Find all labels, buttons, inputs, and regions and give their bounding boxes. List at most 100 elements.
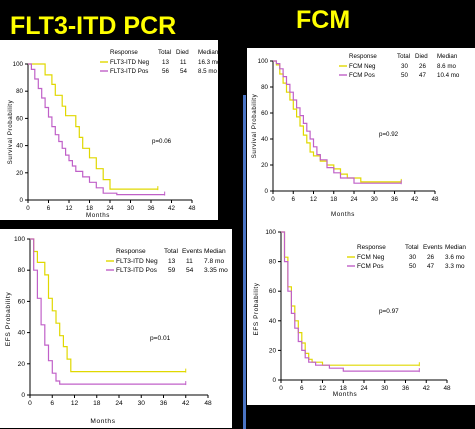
legend-header: Response (357, 244, 386, 251)
p-value-label: p=0.01 (150, 335, 171, 342)
legend-total: 30 (409, 254, 417, 261)
x-axis-label: Months (331, 211, 355, 218)
legend-events: 47 (427, 263, 435, 270)
y-tick-label: 60 (16, 115, 23, 122)
chart-panel-flt3-survival: 0 20 40 60 80 100 0 6 12 18 24 30 36 42 48 Survival Pro… (0, 40, 218, 220)
x-tick-label: 36 (148, 205, 155, 212)
x-tick-label: 42 (168, 205, 175, 212)
x-tick-label: 30 (371, 196, 378, 203)
y-tick-label: 40 (261, 136, 268, 143)
legend-header: Response (116, 248, 146, 255)
legend-series-name: FCM Neg (349, 63, 376, 70)
legend-events: 26 (427, 254, 435, 261)
chart-svg-flt3-efs: 0 20 40 60 80 100 0 6 12 18 24 30 36 42 48 EFS Probabil… (5, 236, 228, 425)
x-tick-label: 18 (86, 205, 93, 212)
series-line-neg (30, 238, 186, 373)
legend-header: Median (198, 49, 218, 56)
chart-panel-fcm-survival: 0 20 40 60 80 100 0 6 12 18 24 30 36 42 48 Survival Pro… (247, 48, 475, 223)
p-value-label: p=0.97 (379, 308, 399, 315)
x-tick-label: 24 (107, 205, 114, 212)
x-tick-label: 48 (204, 400, 212, 407)
legend-total: 13 (168, 258, 176, 265)
legend-series-name: FCM Pos (349, 72, 375, 79)
legend-series-name: FLT3-ITD Pos (110, 68, 148, 75)
x-tick-label: 42 (411, 196, 418, 203)
x-tick-label: 18 (340, 385, 348, 392)
legend-header: Total (164, 248, 178, 255)
x-axis-label: Months (90, 418, 115, 425)
x-tick-label: 12 (319, 385, 327, 392)
chart-panel-flt3-efs: 0 20 40 60 80 100 0 6 12 18 24 30 36 42 48 EFS Probabil… (0, 229, 232, 428)
legend-series-name: FCM Pos (357, 263, 384, 270)
legend-header: Total (405, 244, 419, 251)
x-tick-label: 0 (28, 400, 32, 407)
legend-series-name: FLT3-ITD Pos (116, 267, 158, 274)
legend-series-name: FLT3-ITD Neg (110, 59, 150, 66)
x-tick-label: 0 (271, 196, 275, 203)
y-tick-label: 60 (18, 298, 26, 305)
legend-header: Response (110, 49, 138, 56)
y-tick-label: 40 (269, 318, 277, 325)
x-tick-label: 12 (310, 196, 317, 203)
x-tick-label: 42 (182, 400, 190, 407)
legend-events: 47 (419, 72, 426, 79)
x-tick-label: 36 (160, 400, 168, 407)
legend-header: Response (349, 53, 377, 60)
series-line-pos (281, 231, 420, 372)
y-tick-label: 100 (13, 61, 24, 68)
x-tick-label: 0 (279, 385, 283, 392)
left-heading: FLT3-ITD PCR (10, 12, 177, 40)
legend-header: Died (415, 53, 428, 60)
series-line-pos (30, 238, 186, 385)
chart-svg-fcm-efs: 0 20 40 60 80 100 0 6 12 18 24 30 36 42 48 EFS Probabil… (253, 229, 466, 398)
p-value-label: p=0.92 (379, 131, 399, 138)
x-tick-label: 6 (47, 205, 51, 212)
legend-header: Events (182, 248, 203, 255)
y-tick-label: 0 (272, 377, 276, 384)
y-tick-label: 0 (20, 197, 24, 204)
series-line-pos (28, 63, 165, 196)
legend-header: Median (437, 53, 458, 60)
legend-header: Median (204, 248, 226, 255)
series-line-neg (28, 63, 158, 190)
series-line-pos (273, 60, 402, 184)
y-tick-label: 80 (261, 84, 268, 91)
legend-events: 26 (419, 63, 426, 70)
legend-header: Total (158, 49, 171, 56)
x-tick-label: 36 (402, 385, 410, 392)
x-tick-label: 18 (330, 196, 337, 203)
y-tick-label: 20 (16, 170, 23, 177)
legend-median: 8.5 mo (198, 68, 217, 75)
legend-series-name: FLT3-ITD Neg (116, 258, 158, 265)
y-tick-label: 20 (269, 347, 277, 354)
legend-median: 10.4 mo (437, 72, 460, 79)
legend-series-name: FCM Neg (357, 254, 385, 261)
legend-events: 11 (186, 258, 193, 265)
x-tick-label: 18 (93, 400, 101, 407)
x-tick-label: 12 (71, 400, 79, 407)
legend-total: 13 (162, 59, 169, 66)
y-axis-label: EFS Probability (5, 292, 12, 347)
x-tick-label: 36 (391, 196, 398, 203)
x-tick-label: 6 (292, 196, 296, 203)
legend-total: 56 (162, 68, 169, 75)
x-tick-label: 30 (127, 205, 134, 212)
x-tick-label: 48 (443, 385, 451, 392)
x-axis-label: Months (86, 212, 110, 219)
divider (243, 95, 246, 429)
chart-svg-fcm-survival: 0 20 40 60 80 100 0 6 12 18 24 30 36 42 48 Survival Pro… (251, 53, 460, 218)
legend-events: 54 (186, 267, 194, 274)
x-axis-label: Months (333, 391, 358, 398)
y-tick-label: 80 (18, 267, 26, 274)
legend-median: 3.6 mo (445, 254, 465, 261)
x-tick-label: 6 (300, 385, 304, 392)
x-tick-label: 24 (360, 385, 368, 392)
legend-median: 16.3 mo (198, 59, 218, 66)
y-tick-label: 100 (14, 236, 25, 243)
y-tick-label: 100 (258, 58, 269, 65)
y-axis-label: EFS Probability (253, 282, 260, 335)
legend-events: 54 (180, 68, 187, 75)
y-tick-label: 20 (261, 162, 268, 169)
x-tick-label: 30 (381, 385, 389, 392)
legend-total: 59 (168, 267, 176, 274)
